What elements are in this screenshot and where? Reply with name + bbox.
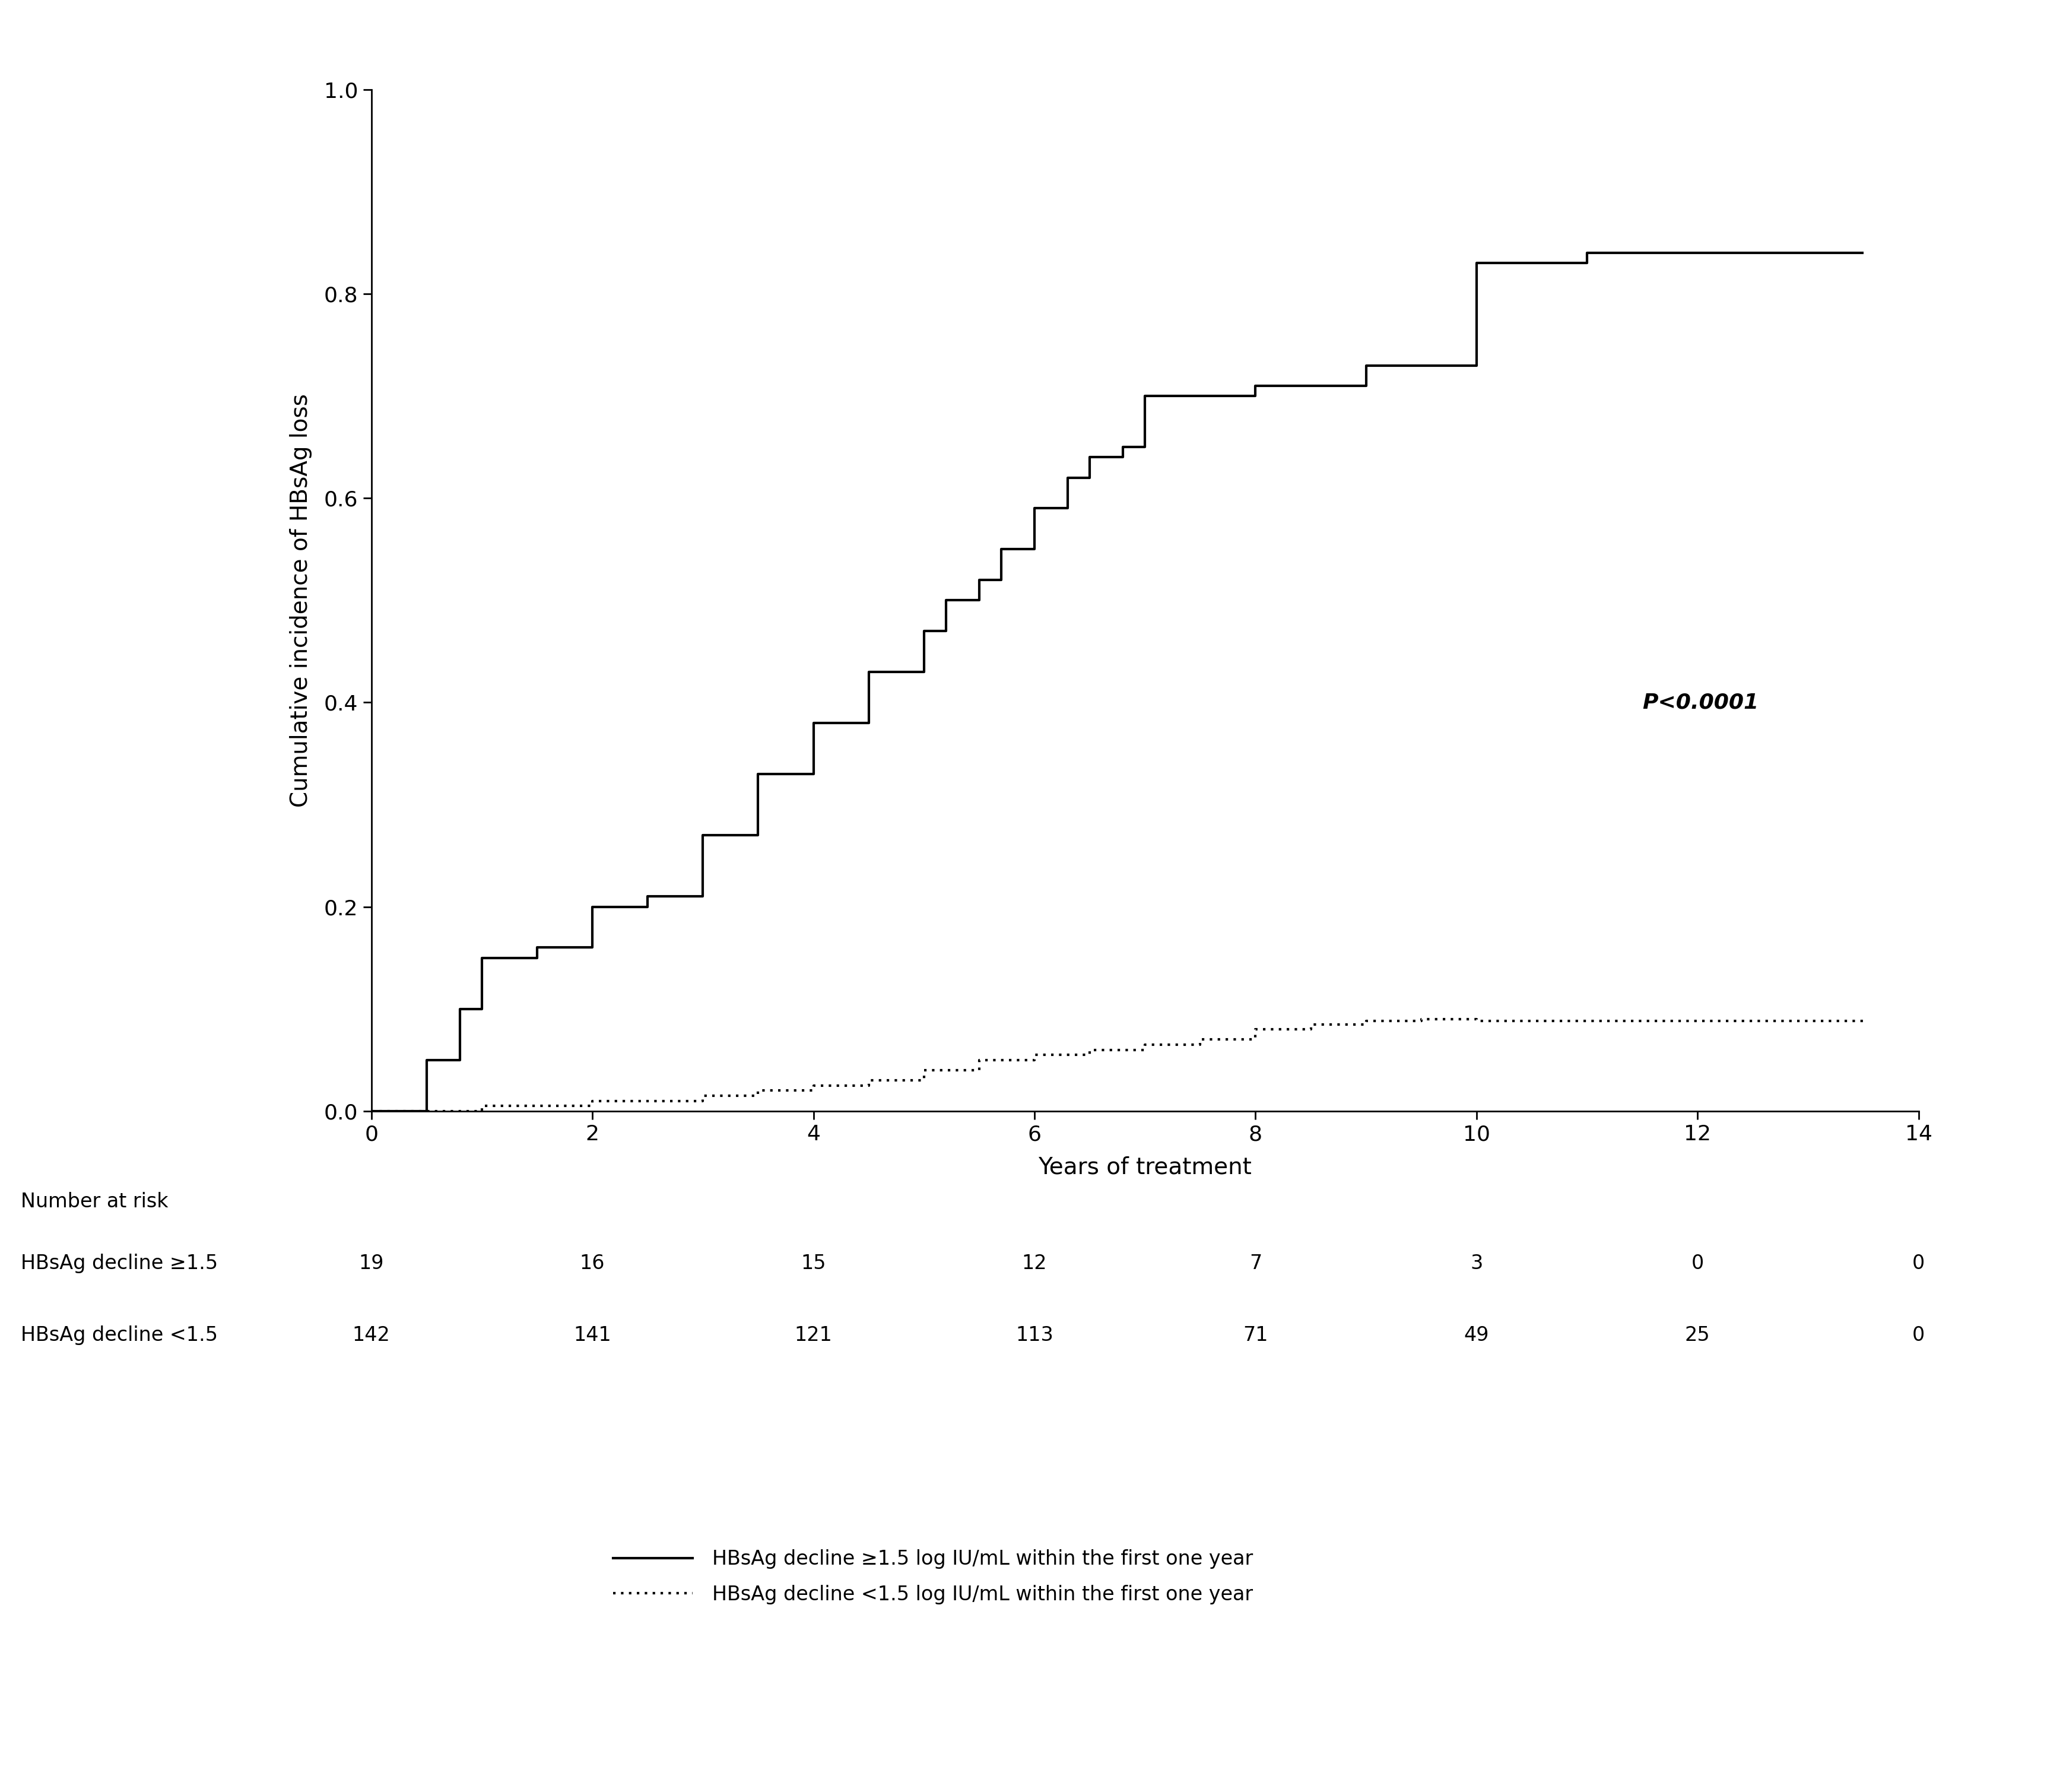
Text: HBsAg decline ≥1.5: HBsAg decline ≥1.5 <box>21 1254 219 1272</box>
Legend: HBsAg decline ≥1.5 log IU/mL within the first one year, HBsAg decline <1.5 log I: HBsAg decline ≥1.5 log IU/mL within the … <box>613 1550 1252 1604</box>
Text: 141: 141 <box>574 1326 611 1344</box>
Text: Number at risk: Number at risk <box>21 1192 167 1211</box>
Text: HBsAg decline <1.5: HBsAg decline <1.5 <box>21 1326 219 1344</box>
Text: 12: 12 <box>1021 1254 1048 1272</box>
Text: 0: 0 <box>1912 1326 1925 1344</box>
Text: 0: 0 <box>1692 1254 1704 1272</box>
Text: 0: 0 <box>1912 1254 1925 1272</box>
Text: 3: 3 <box>1471 1254 1483 1272</box>
Y-axis label: Cumulative incidence of HBsAg loss: Cumulative incidence of HBsAg loss <box>291 394 312 806</box>
Text: 25: 25 <box>1685 1326 1710 1344</box>
Text: 71: 71 <box>1242 1326 1269 1344</box>
Text: 15: 15 <box>800 1254 825 1272</box>
Text: 7: 7 <box>1250 1254 1263 1272</box>
Text: 113: 113 <box>1015 1326 1054 1344</box>
Text: 49: 49 <box>1465 1326 1489 1344</box>
Text: 16: 16 <box>580 1254 604 1272</box>
Text: 142: 142 <box>353 1326 390 1344</box>
Text: P<0.0001: P<0.0001 <box>1642 692 1758 713</box>
Text: 19: 19 <box>359 1254 384 1272</box>
X-axis label: Years of treatment: Years of treatment <box>1038 1156 1252 1179</box>
Text: 121: 121 <box>794 1326 831 1344</box>
